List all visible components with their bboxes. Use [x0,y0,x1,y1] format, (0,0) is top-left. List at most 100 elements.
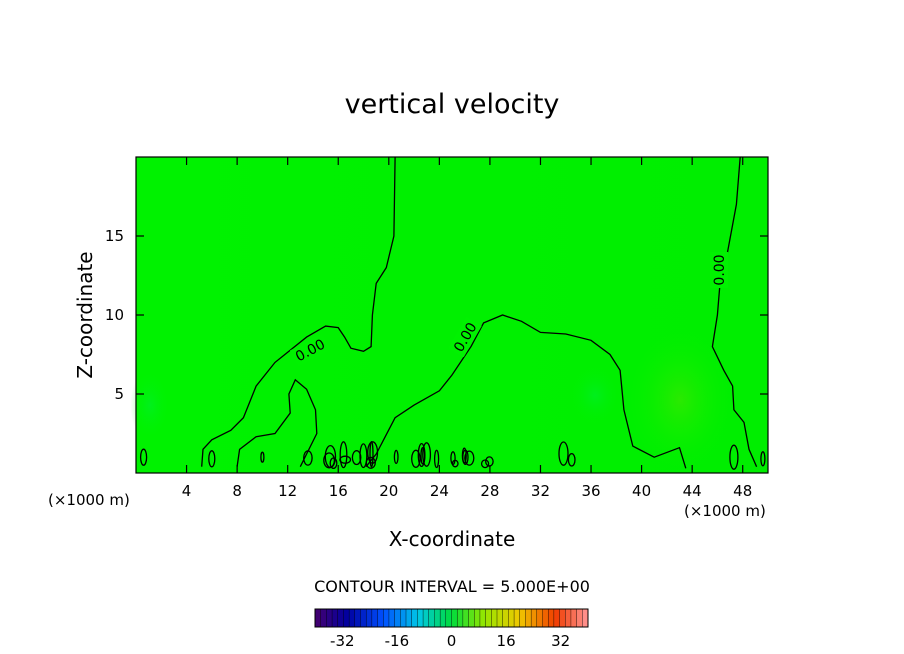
colorbar-tick-labels: -32 -16 0 16 32 [330,632,570,650]
small-contour-loop [323,452,336,469]
colorbar-bin [337,608,344,628]
colorbar-bin [320,608,327,628]
small-contour-loop [760,451,766,467]
colorbar-tick-label: -32 [330,632,355,650]
colorbar-bin [570,608,578,628]
colorbar-bin [479,608,487,628]
small-contour-loop [351,450,362,466]
plot-area [130,156,769,475]
colorbar-bin [576,608,583,628]
small-contour-loop [393,449,399,465]
x-tick-label: 4 [182,482,192,500]
small-contour-loop [365,456,376,469]
colorbar-bin [474,608,481,628]
colorbar-bin [502,608,509,628]
colorbar-bin [508,608,515,628]
small-contour-loop [369,441,374,468]
colorbar-bin [400,608,407,628]
colorbar-bin [547,608,555,628]
small-contour-loop [329,457,338,470]
y-tick-labels: 5 10 15 [105,227,124,403]
colorbar-bin [462,608,470,628]
colorbar-bin [485,608,492,628]
small-contour-loop [729,444,739,470]
colorbar-bin [456,608,464,628]
colorbar-bin [417,608,424,628]
x-tick-label: 24 [430,482,449,500]
zero-contour [201,156,396,467]
zero-contour [236,378,318,467]
colorbar-bin [468,608,475,628]
cool-anomaly-region [130,370,170,440]
colorbar-bin [331,608,339,628]
small-contour-loop [433,449,440,469]
x-tick-label: 44 [683,482,702,500]
cool-anomaly-region [570,365,620,425]
x-tick-label: 16 [329,482,348,500]
colorbar-tick-label: -16 [385,632,410,650]
y-tick-label: 10 [105,306,124,324]
small-contour-loop [422,442,432,467]
colorbar-bin [553,608,561,628]
contour-lines [201,156,758,469]
svg-text:0.00: 0.00 [712,254,728,285]
x-tick-label: 8 [232,482,242,500]
colorbar-bin [394,608,401,628]
small-contour-loop [260,451,265,463]
colorbar-bin [314,608,322,628]
contour-interval-text: CONTOUR INTERVAL = 5.000E+00 [314,577,590,596]
colorbar-bin [536,608,543,628]
colorbar-bin [428,608,435,628]
colorbar-bin [434,608,441,628]
colorbar-tick-label: 0 [447,632,457,650]
colorbar-bin [422,608,430,628]
small-contour-loop [324,444,337,469]
colorbar-bin [348,608,356,628]
y-tick-label: 5 [114,385,124,403]
contour-label: 0.00 [710,252,728,288]
colorbar-bin [411,608,418,628]
colorbar-bin [377,608,384,628]
x-tick-label: 32 [531,482,550,500]
chart-title: vertical velocity [345,89,560,120]
zero-contour [711,156,758,467]
small-contour-loop [139,448,148,466]
x-tick-label: 48 [733,482,752,500]
y-tick-label: 15 [105,227,124,245]
x-tick-label: 20 [379,482,398,500]
colorbar-bin [365,608,373,628]
x-tick-label: 40 [632,482,651,500]
small-contour-loop [464,450,475,466]
colorbar-bin [491,608,498,628]
colorbar-bin [383,608,390,628]
colorbar-bin [542,608,549,628]
colorbar-frame [314,608,589,628]
colorbar-bin [559,608,566,628]
colorbar-bin [445,608,452,628]
small-contour-loop [417,442,426,468]
colorbar-bin [496,608,504,628]
small-contour-loop [558,441,569,466]
colorbar-tick-label: 32 [551,632,570,650]
small-contour-loop [303,450,313,466]
colorbar-bin [343,608,350,628]
colorbar-bin [525,608,532,628]
x-tick-label: 36 [581,482,600,500]
colorbar [314,608,589,628]
colorbar-bin [582,608,589,628]
small-contour-loop [339,441,348,469]
colorbar-bin [405,608,413,628]
colorbar-bin [360,608,367,628]
near-surface-contours [139,441,766,470]
small-contour-loop [461,447,467,464]
colorbar-bin [565,608,572,628]
x-unit-label-right: (×1000 m) [684,502,766,520]
colorbar-bin [371,608,379,628]
small-contour-loop [451,459,459,468]
y-axis-label: Z-coordinate [73,251,97,378]
colorbar-bin [354,608,361,628]
colorbar-bin [451,608,458,628]
x-tick-labels: 4 8 12 16 20 24 28 32 36 40 44 48 [182,482,752,500]
x-unit-label-left: (×1000 m) [48,491,130,509]
small-contour-loop [567,452,576,467]
